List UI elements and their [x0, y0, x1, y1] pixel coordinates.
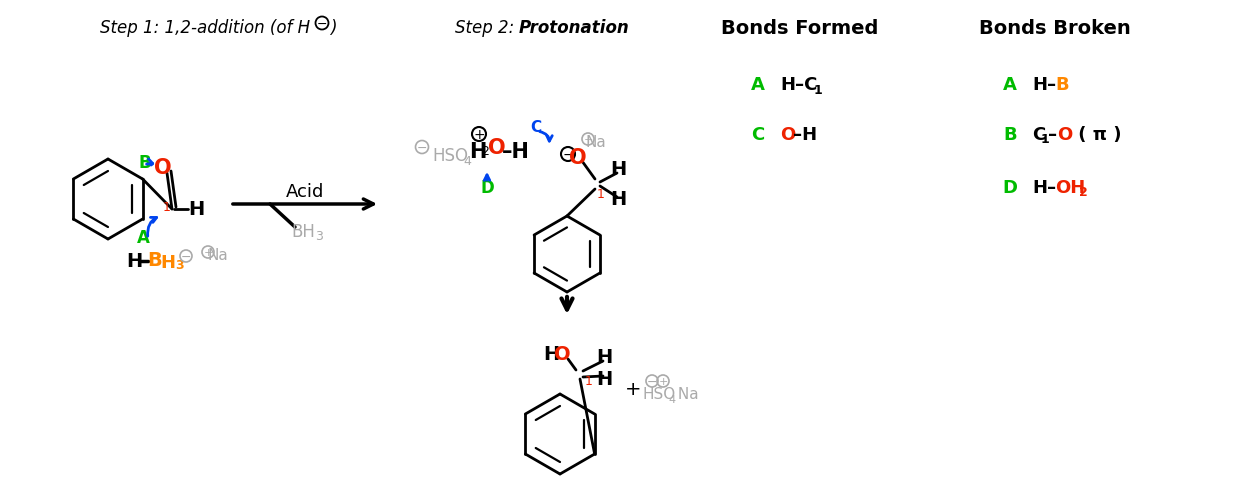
Text: BH: BH [291, 222, 314, 240]
Text: D: D [1002, 179, 1017, 196]
Text: O: O [554, 345, 570, 364]
Text: ): ) [329, 19, 337, 37]
Text: HSO: HSO [641, 387, 675, 402]
Text: HSO: HSO [432, 147, 468, 165]
Text: A: A [751, 76, 765, 94]
Text: D: D [480, 179, 494, 196]
Text: Protonation: Protonation [519, 19, 630, 37]
Text: −: − [317, 18, 327, 31]
Text: −: − [562, 148, 574, 162]
Text: A: A [1003, 76, 1017, 94]
Text: Na: Na [585, 135, 607, 150]
Text: C: C [1032, 126, 1046, 144]
Text: −: − [417, 141, 427, 154]
Text: 1: 1 [814, 83, 822, 96]
Text: +: + [583, 135, 593, 145]
Text: Bonds Formed: Bonds Formed [721, 19, 879, 38]
Text: –H: –H [502, 142, 530, 162]
Text: OH: OH [1055, 179, 1086, 196]
Text: +: + [658, 376, 668, 386]
Text: C: C [751, 126, 765, 144]
Text: H: H [161, 254, 176, 272]
Text: C: C [530, 120, 542, 135]
Text: H: H [126, 252, 142, 271]
Text: +: + [203, 247, 212, 258]
Text: 1: 1 [1041, 133, 1050, 146]
Text: +: + [625, 380, 641, 399]
Text: Na: Na [207, 247, 228, 262]
Text: O: O [488, 138, 505, 158]
Text: Step 1: 1,2-addition (of H: Step 1: 1,2-addition (of H [100, 19, 310, 37]
Text: O: O [1057, 126, 1072, 144]
Text: 1: 1 [163, 201, 171, 214]
Text: 4: 4 [668, 394, 675, 404]
Text: H: H [188, 200, 205, 219]
Text: H: H [595, 370, 612, 389]
Text: B: B [1055, 76, 1068, 94]
Text: A: A [136, 228, 150, 246]
Text: 2: 2 [1080, 186, 1088, 199]
Text: ( π ): ( π ) [1072, 126, 1122, 144]
Text: 3: 3 [314, 230, 323, 243]
Text: O: O [569, 148, 587, 168]
Text: –H: –H [792, 126, 817, 144]
Text: +: + [473, 128, 484, 142]
Text: H–C: H–C [780, 76, 817, 94]
Text: Acid: Acid [286, 183, 324, 200]
Text: H–: H– [1032, 179, 1056, 196]
Text: Bonds Broken: Bonds Broken [980, 19, 1131, 38]
Text: Step 2:: Step 2: [456, 19, 519, 37]
Text: H: H [595, 348, 612, 367]
Text: 4: 4 [463, 155, 470, 168]
Text: 2: 2 [480, 145, 489, 158]
Text: B: B [139, 154, 151, 172]
Text: H–: H– [1032, 76, 1056, 94]
Text: −: − [181, 250, 191, 263]
Text: 1: 1 [585, 375, 593, 388]
Text: Na: Na [673, 387, 699, 402]
Text: B: B [147, 251, 162, 270]
Text: O: O [780, 126, 795, 144]
Text: H: H [469, 142, 487, 162]
Text: 1: 1 [597, 188, 605, 201]
Text: H: H [610, 160, 626, 179]
Text: –: – [1048, 126, 1057, 144]
Text: 3: 3 [176, 259, 185, 272]
Text: B: B [1003, 126, 1017, 144]
Text: H: H [610, 190, 626, 209]
Text: O: O [155, 158, 172, 178]
Text: −: − [646, 375, 658, 388]
Text: H: H [543, 345, 559, 364]
